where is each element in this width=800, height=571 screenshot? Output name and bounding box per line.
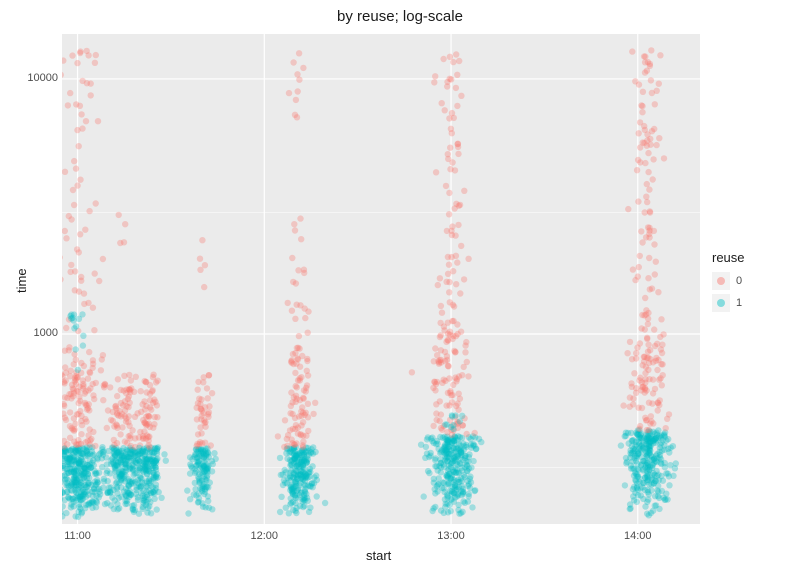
chart-title: by reuse; log-scale bbox=[0, 8, 800, 25]
legend-swatch bbox=[712, 272, 730, 290]
x-tick-label: 12:00 bbox=[239, 530, 289, 542]
circle-icon bbox=[717, 277, 725, 285]
legend-item: 1 bbox=[712, 293, 745, 313]
scatter-plot bbox=[62, 34, 700, 524]
circle-icon bbox=[717, 299, 725, 307]
chart-container: by reuse; log-scale time start 11:00 12:0… bbox=[0, 0, 800, 571]
legend-label: 1 bbox=[736, 297, 742, 309]
legend: reuse 0 1 bbox=[712, 250, 745, 315]
legend-swatch bbox=[712, 294, 730, 312]
y-tick-label: 10000 bbox=[8, 72, 58, 84]
legend-item: 0 bbox=[712, 271, 745, 291]
plot-panel bbox=[62, 34, 700, 524]
x-tick-label: 13:00 bbox=[426, 530, 476, 542]
y-axis-label: time bbox=[14, 268, 29, 293]
y-tick-label: 1000 bbox=[8, 327, 58, 339]
legend-label: 0 bbox=[736, 275, 742, 287]
x-tick-label: 11:00 bbox=[53, 530, 103, 542]
legend-title: reuse bbox=[712, 250, 745, 265]
x-axis-label: start bbox=[366, 548, 391, 563]
x-tick-label: 14:00 bbox=[613, 530, 663, 542]
